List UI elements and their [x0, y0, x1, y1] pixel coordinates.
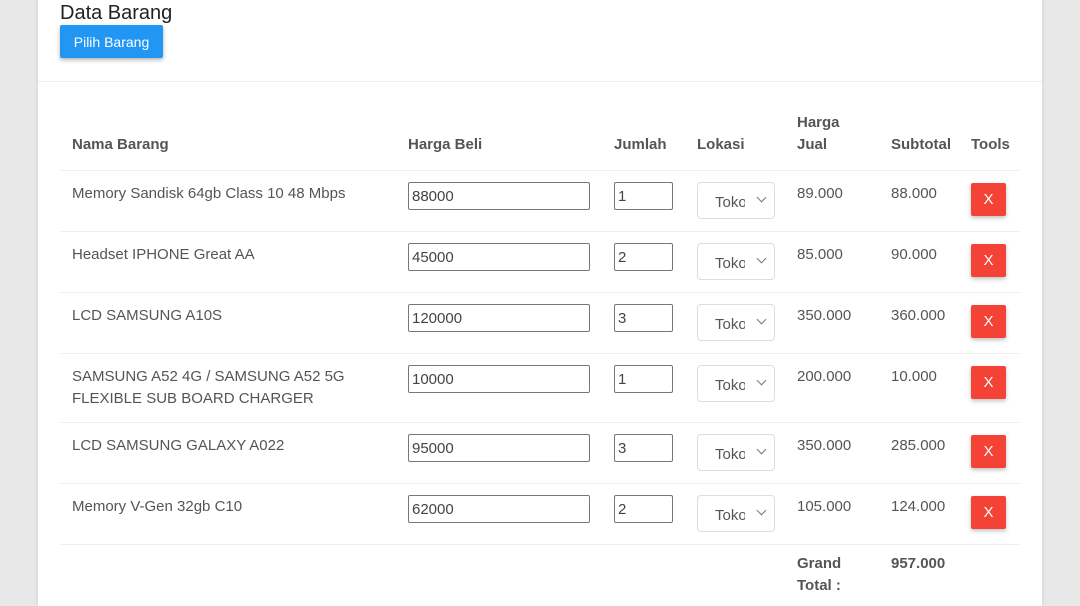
subtotal: 124.000 [879, 483, 959, 545]
item-name: SAMSUNG A52 4G / SAMSUNG A52 5G FLEXIBLE… [60, 353, 396, 423]
lokasi-value: Toko [715, 446, 745, 463]
jumlah-input[interactable] [614, 243, 673, 271]
lokasi-value: Toko [715, 194, 745, 211]
page-title: Data Barang [60, 2, 173, 24]
delete-button[interactable]: X [971, 183, 1006, 216]
lokasi-select[interactable]: Toko [697, 365, 775, 402]
item-name: LCD SAMSUNG GALAXY A022 [60, 422, 396, 484]
data-barang-card: Data Barang Pilih Barang Nama Barang Har… [38, 0, 1042, 606]
item-name: Headset IPHONE Great AA [60, 231, 396, 293]
chevron-down-icon [756, 314, 767, 325]
delete-button[interactable]: X [971, 435, 1006, 468]
grand-total-row: Grand Total : 957.000 [60, 545, 1020, 602]
item-name: Memory Sandisk 64gb Class 10 48 Mbps [60, 170, 396, 232]
harga-jual: 350.000 [785, 292, 879, 354]
col-subtotal: Subtotal [879, 108, 959, 171]
lokasi-select[interactable]: Toko [697, 243, 775, 280]
table-row: LCD SAMSUNG GALAXY A022 Toko 350.000285.00… [60, 422, 1020, 484]
grand-total-value: 957.000 [891, 555, 946, 572]
col-jumlah: Jumlah [602, 108, 685, 171]
harga-beli-input[interactable] [408, 304, 590, 332]
table-row: Memory Sandisk 64gb Class 10 48 Mbps Toko… [60, 170, 1020, 232]
col-harga-jual: Harga Jual [785, 108, 879, 171]
table-header: Nama Barang Harga Beli Jumlah Lokasi Har… [60, 108, 1020, 171]
harga-jual: 200.000 [785, 353, 879, 423]
chevron-down-icon [756, 192, 767, 203]
divider [38, 81, 1042, 82]
lokasi-value: Toko [715, 255, 745, 272]
lokasi-value: Toko [715, 316, 745, 333]
chevron-down-icon [756, 375, 767, 386]
subtotal: 10.000 [879, 353, 959, 423]
pilih-barang-button[interactable]: Pilih Barang [60, 25, 163, 58]
jumlah-input[interactable] [614, 434, 673, 462]
harga-jual: 89.000 [785, 170, 879, 232]
subtotal: 90.000 [879, 231, 959, 293]
harga-beli-input[interactable] [408, 365, 590, 393]
lokasi-select[interactable]: Toko [697, 304, 775, 341]
subtotal: 88.000 [879, 170, 959, 232]
delete-button[interactable]: X [971, 244, 1006, 277]
chevron-down-icon [756, 253, 767, 264]
harga-beli-input[interactable] [408, 495, 590, 523]
harga-beli-input[interactable] [408, 434, 590, 462]
harga-beli-input[interactable] [408, 243, 590, 271]
delete-button[interactable]: X [971, 366, 1006, 399]
col-tools: Tools [959, 108, 1020, 171]
harga-jual: 350.000 [785, 422, 879, 484]
delete-button[interactable]: X [971, 305, 1006, 338]
col-nama-barang: Nama Barang [60, 108, 396, 171]
lokasi-select[interactable]: Toko [697, 495, 775, 532]
chevron-down-icon [756, 505, 767, 516]
col-lokasi: Lokasi [685, 108, 785, 171]
subtotal: 360.000 [879, 292, 959, 354]
harga-jual: 85.000 [785, 231, 879, 293]
lokasi-select[interactable]: Toko [697, 434, 775, 471]
item-name: Memory V-Gen 32gb C10 [60, 483, 396, 545]
jumlah-input[interactable] [614, 495, 673, 523]
subtotal: 285.000 [879, 422, 959, 484]
harga-beli-input[interactable] [408, 182, 590, 210]
table-row: SAMSUNG A52 4G / SAMSUNG A52 5G FLEXIBLE… [60, 353, 1020, 423]
grand-total-label: Grand Total : [797, 555, 842, 594]
jumlah-input[interactable] [614, 365, 673, 393]
items-table: Nama Barang Harga Beli Jumlah Lokasi Har… [60, 108, 1020, 601]
jumlah-input[interactable] [614, 182, 673, 210]
item-name: LCD SAMSUNG A10S [60, 292, 396, 354]
lokasi-value: Toko [715, 377, 745, 394]
lokasi-value: Toko [715, 507, 745, 524]
chevron-down-icon [756, 444, 767, 455]
harga-jual: 105.000 [785, 483, 879, 545]
jumlah-input[interactable] [614, 304, 673, 332]
col-harga-beli: Harga Beli [396, 108, 602, 171]
lokasi-select[interactable]: Toko [697, 182, 775, 219]
delete-button[interactable]: X [971, 496, 1006, 529]
